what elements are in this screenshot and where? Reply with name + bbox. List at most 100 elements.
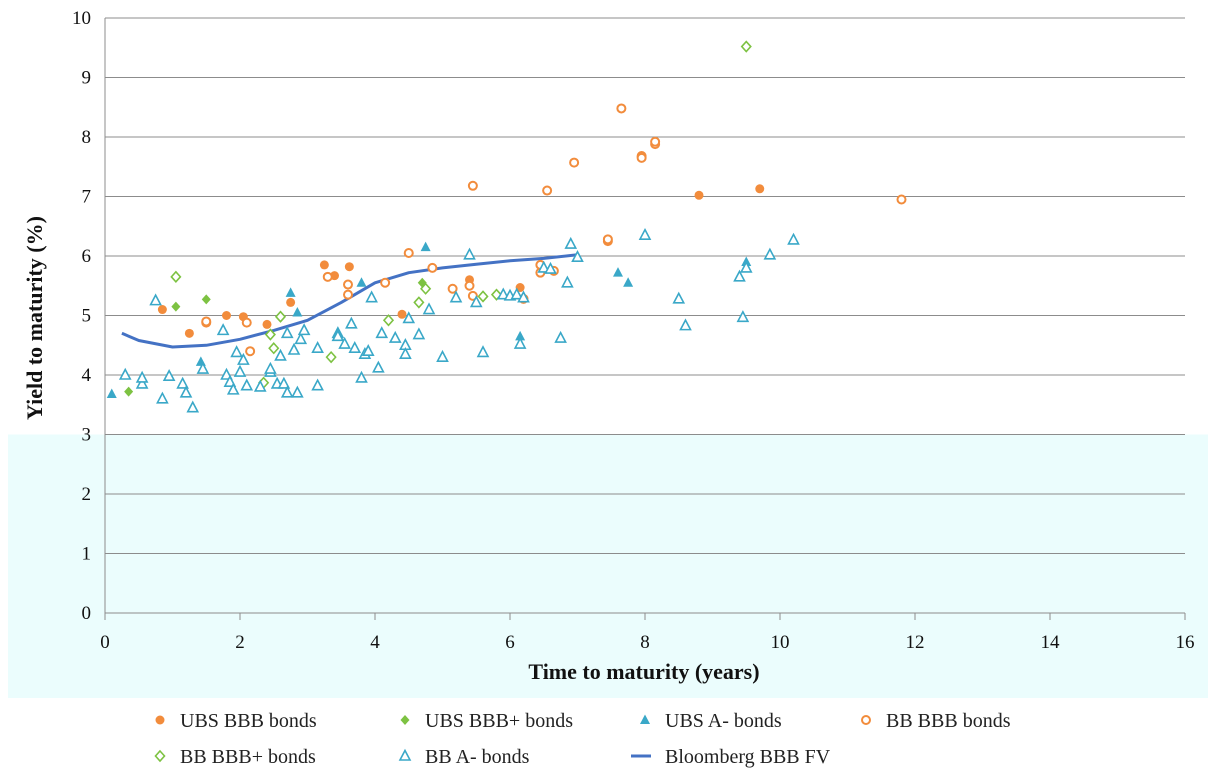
data-point-s2-6 — [515, 330, 526, 341]
data-point-s3-17 — [542, 185, 553, 196]
data-point-s5-67 — [679, 318, 692, 331]
data-point-s0-0 — [157, 305, 167, 315]
data-point-s5-16 — [237, 352, 250, 365]
data-point-s4-7 — [413, 296, 425, 309]
data-point-s5-59 — [537, 260, 551, 273]
data-point-s0-5 — [286, 297, 296, 307]
data-point-s5-15 — [233, 364, 247, 377]
data-point-s0-9 — [397, 309, 407, 319]
data-point-s5-10 — [216, 323, 230, 336]
data-point-s5-57 — [513, 336, 527, 349]
data-point-s2-0 — [106, 388, 117, 399]
x-tick-label-0: 0 — [100, 632, 110, 653]
y-tick-label-10: 10 — [72, 8, 91, 29]
data-point-s5-69 — [736, 310, 750, 323]
data-point-s3-27 — [896, 194, 907, 205]
data-point-s5-39 — [361, 343, 375, 357]
data-point-s5-4 — [156, 391, 169, 404]
data-point-s2-4 — [356, 277, 367, 287]
data-point-s5-46 — [402, 311, 416, 324]
data-point-s5-36 — [348, 341, 362, 354]
data-point-s0-1 — [184, 328, 194, 338]
data-point-s5-0 — [118, 367, 132, 380]
legend-label-2: UBS A- bonds — [665, 710, 782, 732]
data-point-s5-58 — [517, 290, 530, 303]
data-point-s5-52 — [469, 295, 483, 308]
data-point-s5-24 — [280, 385, 294, 398]
y-tick-label-0: 0 — [82, 603, 92, 624]
legend-label-4: BB BBB+ bonds — [180, 746, 316, 768]
legend: UBS BBB bonds UBS BBB+ bonds UBS A- bonds B… — [154, 710, 1011, 768]
data-point-s4-6 — [382, 314, 395, 327]
data-point-s5-49 — [436, 349, 449, 362]
data-point-s1-0 — [124, 386, 134, 397]
data-point-s2-7 — [613, 267, 623, 277]
data-point-s5-54 — [496, 287, 510, 300]
legend-swatch-0 — [155, 715, 165, 725]
data-point-s5-7 — [179, 385, 193, 398]
data-point-s5-12 — [223, 374, 237, 387]
x-axis-title: Time to maturity (years) — [528, 659, 759, 684]
data-point-s5-51 — [463, 247, 476, 260]
data-point-s5-1 — [135, 376, 149, 389]
data-point-s3-2 — [241, 317, 252, 328]
data-point-s5-40 — [365, 290, 378, 303]
data-point-s3-9 — [427, 262, 438, 273]
y-tick-label-9: 9 — [82, 68, 92, 89]
data-point-s4-3 — [268, 342, 280, 355]
data-point-s5-30 — [311, 341, 324, 354]
x-tick-label-2: 2 — [235, 632, 245, 653]
data-point-s5-53 — [476, 345, 490, 358]
data-points — [106, 40, 907, 413]
data-point-s5-31 — [311, 378, 324, 391]
data-point-s5-43 — [388, 330, 402, 343]
legend-swatch-2 — [640, 714, 650, 724]
data-point-s5-23 — [277, 376, 291, 389]
series-line-6 — [121, 253, 578, 349]
data-point-s2-2 — [285, 287, 296, 297]
data-point-s2-5 — [420, 241, 431, 252]
data-point-s5-18 — [253, 379, 267, 392]
data-point-s5-27 — [291, 385, 304, 398]
data-point-s5-70 — [739, 260, 753, 273]
y-tick-label-6: 6 — [82, 246, 92, 267]
data-point-s0-4 — [262, 319, 272, 329]
data-point-s3-5 — [343, 279, 353, 290]
legend-swatch-5 — [398, 748, 412, 761]
legend-label-5: BB A- bonds — [425, 746, 530, 768]
data-point-s5-9 — [196, 361, 210, 374]
data-point-s3-8 — [403, 248, 414, 259]
x-tick-label-8: 8 — [640, 632, 650, 653]
data-point-s3-22 — [616, 103, 627, 114]
data-point-s5-45 — [399, 346, 412, 359]
data-point-s5-37 — [355, 370, 368, 383]
data-point-s5-41 — [372, 360, 385, 373]
data-point-s3-21 — [602, 234, 613, 245]
data-point-s3-24 — [636, 152, 647, 163]
data-point-s0-6 — [319, 260, 329, 270]
data-point-s5-3 — [149, 293, 162, 306]
data-point-s5-13 — [226, 382, 240, 395]
data-point-s5-60 — [544, 261, 557, 274]
legend-swatch-1 — [400, 715, 410, 725]
legend-swatch-3 — [861, 715, 871, 725]
data-point-s5-8 — [186, 400, 200, 413]
y-tick-label-8: 8 — [82, 127, 92, 148]
data-point-s0-12 — [694, 190, 704, 200]
background-layer — [8, 434, 1208, 698]
data-point-s5-28 — [294, 332, 308, 345]
data-point-s5-62 — [561, 275, 574, 288]
x-tick-label-16: 16 — [1176, 632, 1195, 653]
data-point-s5-56 — [510, 287, 524, 300]
data-point-s5-65 — [638, 227, 652, 240]
data-point-s5-68 — [733, 269, 746, 282]
axes — [104, 18, 1186, 620]
data-point-s5-25 — [280, 326, 294, 339]
data-point-s5-14 — [230, 345, 243, 358]
data-point-s3-12 — [467, 180, 478, 191]
x-tick-label-14: 14 — [1041, 632, 1061, 653]
data-point-s4-2 — [264, 328, 276, 341]
data-point-s4-4 — [274, 310, 287, 323]
